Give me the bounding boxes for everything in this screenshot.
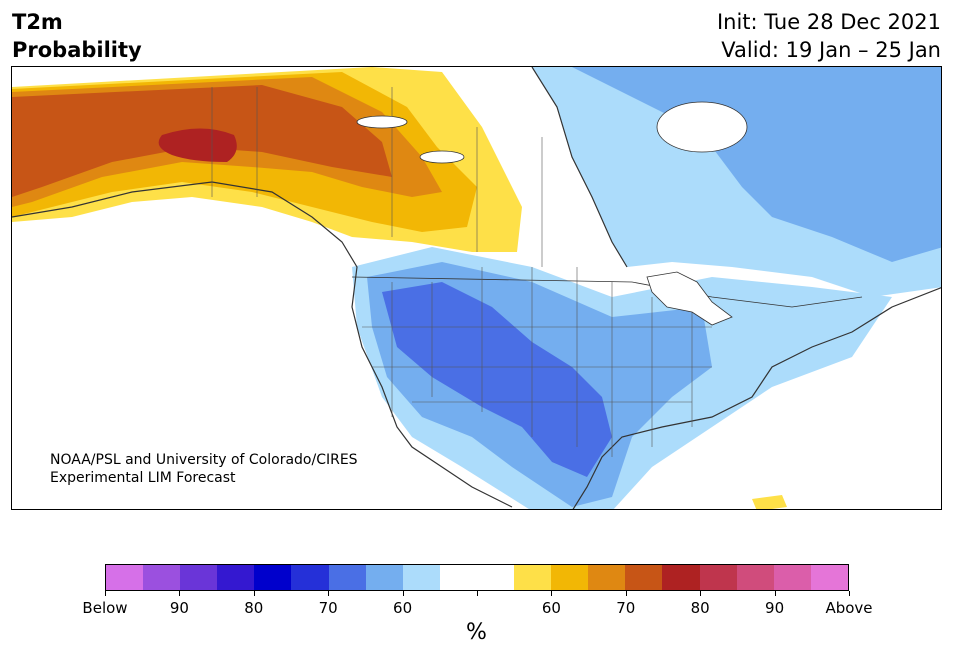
state-borders xyxy=(211,87,712,457)
colorbar-tick-label: 90 xyxy=(169,599,189,617)
title-line-1: T2m xyxy=(12,10,63,34)
colorbar-segment xyxy=(810,565,848,590)
colorbar-segment xyxy=(699,565,737,590)
colorbar-segment xyxy=(328,565,366,590)
cold-70-us xyxy=(382,282,612,477)
colorbar-segment xyxy=(217,565,255,590)
colorbar-tick-label: 80 xyxy=(244,599,264,617)
colorbar-segment xyxy=(588,565,626,590)
great-lakes xyxy=(646,271,733,326)
colorbar-segment xyxy=(365,565,403,590)
colorbar-segment xyxy=(736,565,774,590)
color-scale-bar xyxy=(105,564,849,591)
coastlines xyxy=(12,67,941,509)
great-slave-lake xyxy=(419,150,465,164)
warm-caribbean xyxy=(752,495,787,509)
warm-80-region xyxy=(158,128,237,162)
colorbar-tick-mark xyxy=(625,591,627,596)
colorbar-tick-mark xyxy=(179,591,181,596)
colorbar-segment xyxy=(773,565,811,590)
colorbar-tick-mark xyxy=(849,591,850,596)
colorbar-segment xyxy=(514,565,552,590)
forecast-dates: Init: Tue 28 Dec 2021 Valid: 19 Jan – 25… xyxy=(717,8,941,64)
colorbar-tick-mark xyxy=(105,591,106,596)
colorbar-tick-mark xyxy=(551,591,553,596)
colorbar-segment xyxy=(254,565,292,590)
init-date: Init: Tue 28 Dec 2021 xyxy=(716,10,941,34)
probability-map xyxy=(12,67,941,509)
great-bear-lake xyxy=(356,115,408,129)
colorbar-tick-label: 60 xyxy=(541,599,561,617)
colorbar-tick-label: Above xyxy=(825,599,873,617)
colorbar-segment xyxy=(662,565,700,590)
chart-title: T2m Probability xyxy=(12,8,142,64)
credit-line-2: Experimental LIM Forecast xyxy=(50,470,236,486)
colorbar-tick-mark xyxy=(402,591,404,596)
colorbar-segment xyxy=(402,565,440,590)
colorbar-segment xyxy=(476,565,515,590)
colorbar-tick-label: 70 xyxy=(318,599,338,617)
colorbar-tick-mark xyxy=(477,591,478,596)
hudson-bay xyxy=(656,101,748,153)
colorbar-tick-label: Below xyxy=(82,599,128,617)
colorbar-tick-mark xyxy=(700,591,702,596)
title-line-2: Probability xyxy=(12,38,142,62)
colorbar-tick-mark xyxy=(253,591,255,596)
colorbar-segment xyxy=(180,565,218,590)
colorbar-segment xyxy=(143,565,181,590)
colorbar-tick-label: 60 xyxy=(393,599,413,617)
colorbar-segment xyxy=(551,565,589,590)
colorbar-unit: % xyxy=(466,620,487,645)
colorbar-segment xyxy=(439,565,477,590)
colorbar-tick-label: 70 xyxy=(616,599,636,617)
colorbar-segment xyxy=(106,565,144,590)
valid-range: Valid: 19 Jan – 25 Jan xyxy=(721,38,941,62)
colorbar-tick-mark xyxy=(774,591,776,596)
map-panel: NOAA/PSL and University of Colorado/CIRE… xyxy=(11,66,942,510)
credit-text: NOAA/PSL and University of Colorado/CIRE… xyxy=(50,451,358,487)
colorbar-tick-label: 90 xyxy=(765,599,785,617)
credit-line-1: NOAA/PSL and University of Colorado/CIRE… xyxy=(50,452,358,468)
colorbar-tick-labels: Below 90 80 70 60 60 70 80 90 Above xyxy=(82,598,872,618)
colorbar-segment xyxy=(291,565,329,590)
colorbar-tick-mark xyxy=(328,591,330,596)
colorbar-segment xyxy=(625,565,663,590)
cold-65-northeast xyxy=(572,67,941,262)
colorbar-tick-label: 80 xyxy=(690,599,710,617)
